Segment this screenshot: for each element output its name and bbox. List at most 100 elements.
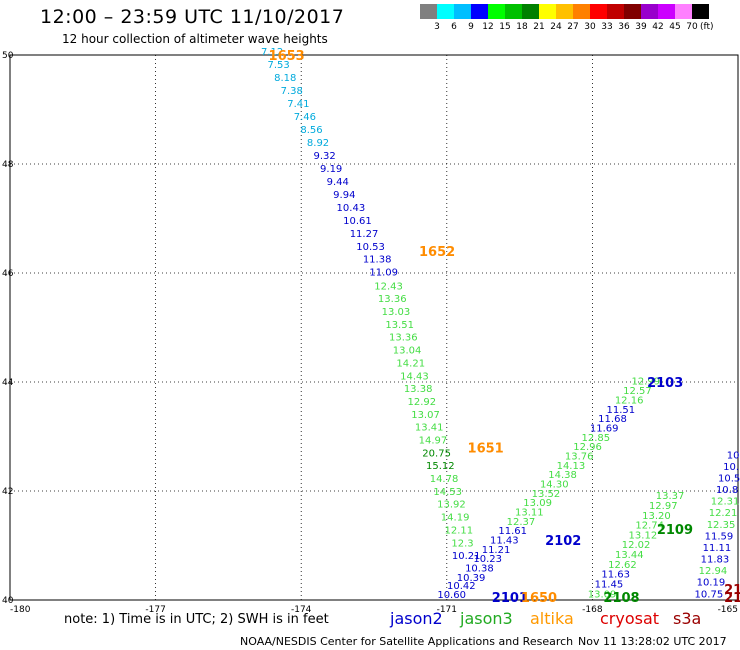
- pass-time-label: 1653: [269, 49, 305, 64]
- pass-time-label: 1651: [468, 441, 504, 456]
- satellite-legend-item: jason2: [390, 609, 443, 628]
- wave-height-value: 11.38: [363, 255, 392, 266]
- y-tick-label: 50: [2, 51, 14, 61]
- color-tick-label: 3: [434, 22, 440, 32]
- timestamp-text: Nov 11 13:28:02 UTC 2017: [578, 635, 727, 648]
- wave-height-value: 13.76: [565, 451, 594, 462]
- wave-height-value: 10.: [723, 462, 739, 473]
- wave-height-value: 11.21: [482, 545, 511, 556]
- wave-height-value: 13.44: [615, 550, 644, 561]
- wave-height-value: 12.92: [408, 397, 437, 408]
- y-tick-label: 42: [2, 487, 13, 497]
- color-tick-label: 30: [584, 22, 596, 32]
- wave-height-value: 13.07: [411, 410, 440, 421]
- pass-time-label: 2101: [492, 591, 528, 606]
- color-swatch: [505, 4, 522, 19]
- wave-height-value: 12.35: [707, 520, 736, 531]
- wave-height-value: 14.13: [557, 461, 586, 472]
- color-swatch: [624, 4, 641, 19]
- wave-height-value: 10.8: [716, 485, 738, 496]
- color-tick-label: 36: [618, 22, 630, 32]
- wave-height-value: 12.43: [374, 281, 403, 292]
- pass-time-label: 1650: [521, 591, 557, 606]
- pass-time-label: 21: [724, 591, 740, 606]
- color-swatch: [590, 4, 607, 19]
- color-tick-label: 9: [468, 22, 474, 32]
- color-tick-label: 6: [451, 22, 457, 32]
- color-tick-label: 70: [686, 22, 698, 32]
- color-tick-label: 45: [669, 22, 681, 32]
- wave-height-value: 8.56: [300, 125, 322, 136]
- y-tick-label: 40: [2, 596, 14, 606]
- color-tick-label: 39: [635, 22, 647, 32]
- wave-height-value: 13.36: [389, 333, 418, 344]
- y-tick-label: 46: [2, 269, 14, 279]
- wave-height-value: 11.83: [701, 555, 730, 566]
- pass-time-label: 2108: [603, 591, 639, 606]
- page-subtitle: 12 hour collection of altimeter wave hei…: [62, 32, 328, 46]
- color-swatch: [556, 4, 573, 19]
- pass-time-label: 2109: [657, 523, 693, 538]
- map-frame: [9, 54, 739, 601]
- x-tick-label: -165: [718, 605, 738, 615]
- wave-height-value: 13.04: [393, 346, 422, 357]
- wave-height-value: 12.94: [699, 566, 728, 577]
- wave-height-value: 13.52: [532, 489, 561, 500]
- color-swatch: [692, 4, 709, 19]
- x-tick-label: -174: [291, 605, 312, 615]
- color-swatch: [420, 4, 437, 19]
- wave-height-value: 11.63: [601, 570, 630, 581]
- color-unit-label: (ft): [700, 22, 714, 32]
- wave-height-value: 14.97: [419, 436, 448, 447]
- color-swatch: [437, 4, 454, 19]
- wave-height-value: 10.39: [457, 573, 486, 584]
- wave-height-value: 12.97: [649, 501, 678, 512]
- wave-height-value: 13.37: [656, 491, 685, 502]
- pass-time-label: 2103: [647, 376, 683, 391]
- color-swatch: [675, 4, 692, 19]
- y-tick-label: 48: [2, 160, 14, 170]
- wave-height-value: 8.18: [274, 73, 296, 84]
- wave-height-value: 11.68: [598, 414, 627, 425]
- color-tick-label: 18: [516, 22, 528, 32]
- wave-height-value: 12.57: [623, 386, 652, 397]
- wave-height-value: 7.38: [281, 86, 303, 97]
- color-tick-label: 24: [550, 22, 562, 32]
- wave-height-value: 13.20: [642, 511, 671, 522]
- wave-height-value: 12.11: [444, 525, 473, 536]
- color-tick-label: 15: [499, 22, 511, 32]
- altimeter-tracks: 7.12 7.53 8.18 7.38 7.41 7.46 8.56 8.92 9.32 9.19…: [261, 47, 740, 606]
- color-tick-label: 21: [533, 22, 545, 32]
- wave-height-value: 10.53: [356, 242, 385, 253]
- wave-height-value: 13.36: [378, 294, 407, 305]
- wave-height-value: 12.85: [582, 433, 611, 444]
- units-note: note: 1) Time is in UTC; 2) SWH is in fe…: [64, 612, 329, 627]
- color-swatch: [641, 4, 658, 19]
- satellite-legend-item: s3a: [673, 609, 702, 628]
- wave-height-value: 20.75: [422, 448, 451, 459]
- wave-height-value: 12.99: [631, 377, 660, 388]
- wave-height-value: 9.94: [333, 190, 355, 201]
- wave-height-value: 12.37: [507, 517, 536, 528]
- x-tick-label: -180: [10, 605, 31, 615]
- wave-height-value: 7.46: [294, 112, 316, 123]
- color-tick-label: 12: [482, 22, 494, 32]
- wave-height-value: 10.23: [473, 554, 502, 565]
- wave-height-value: 13.38: [404, 384, 433, 395]
- wave-height-value: 12.3: [451, 538, 473, 549]
- wave-height-value: 11.51: [607, 405, 636, 416]
- wave-height-value: 12.96: [573, 442, 602, 453]
- x-tick-label: -168: [582, 605, 603, 615]
- x-tick-label: -177: [145, 605, 165, 615]
- wave-height-value: 14.78: [430, 474, 459, 485]
- wave-height-value: 13.12: [629, 530, 658, 541]
- wave-height-value: 13.51: [385, 320, 414, 331]
- wave-height-value: 11.43: [490, 536, 519, 547]
- wave-height-value: 9.19: [320, 164, 342, 175]
- wave-height-value: 13.41: [415, 423, 444, 434]
- wave-height-value: 14.21: [396, 358, 425, 369]
- wave-height-value: 8.92: [307, 138, 329, 149]
- pass-time-label: 21: [724, 583, 740, 598]
- wave-height-value: 10.61: [343, 216, 372, 227]
- wave-height-value: 7.12: [261, 47, 283, 58]
